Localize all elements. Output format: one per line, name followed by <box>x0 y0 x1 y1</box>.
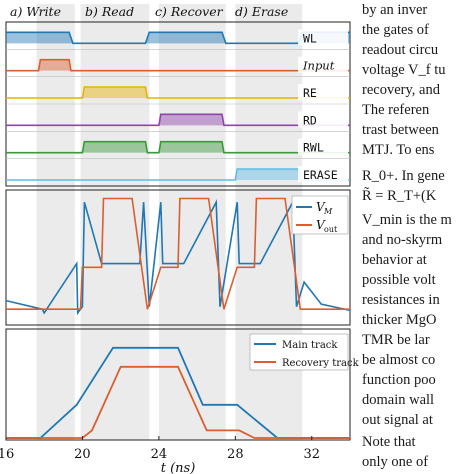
phase-label-4: d) Erase <box>235 4 288 19</box>
paper-text-line: behavior at <box>362 252 427 268</box>
signal-fill-rwl <box>6 141 350 153</box>
x-tick-label: 24 <box>151 447 168 462</box>
paper-text-line: voltage V_f tu <box>362 62 446 78</box>
paper-text-line: recovery, and <box>362 82 440 98</box>
paper-text-line: the gates of <box>362 22 429 38</box>
signal-line-re <box>6 86 350 99</box>
signal-label-input: Input <box>302 59 335 73</box>
signal-label-bg <box>298 56 348 73</box>
x-tick-label: 16 <box>0 447 14 462</box>
series-line-recovery-track <box>6 365 350 439</box>
signal-fill-erase <box>6 169 350 180</box>
paper-text-line: be almost co <box>362 352 436 368</box>
legend-voltage <box>291 195 349 235</box>
legend-label-vout-sub: out <box>324 225 338 234</box>
paper-text-line: possible volt <box>362 272 436 288</box>
signal-label-bg <box>298 166 348 182</box>
signal-fill-rd <box>6 114 350 126</box>
paper-text-line: resistances in <box>362 292 440 308</box>
legend-track <box>249 333 349 371</box>
paper-text-line: readout circu <box>362 42 439 58</box>
signal-line-rd <box>6 113 350 127</box>
phase-label-3: c) Recover <box>155 4 224 19</box>
signal-fill-wl <box>6 32 350 44</box>
paper-text-line: R_0+. In gene <box>362 168 445 184</box>
signal-line-input <box>6 58 350 72</box>
paper-text-line: function poo <box>362 372 436 388</box>
paper-text-line: domain wall <box>362 392 435 408</box>
paper-text-line: MTJ. To ens <box>362 142 435 158</box>
panel-track-frame <box>5 328 351 441</box>
series-line-vout <box>6 197 350 310</box>
x-tick-label: 32 <box>304 447 321 462</box>
paper-text-line: TMR be lar <box>362 332 430 348</box>
signal-label-rwl: RWL <box>303 141 324 155</box>
legend-label-vm-sub: M <box>323 207 333 216</box>
signal-label-bg <box>298 111 348 128</box>
signal-label-re: RE <box>303 86 317 100</box>
legend-label-recovery: Recovery track <box>282 358 360 369</box>
paper-text-line: and no-skyrm <box>362 232 443 248</box>
legend-label-vm: V <box>316 200 326 214</box>
paper-text-line: Note that <box>362 434 416 450</box>
signal-fill-re <box>6 87 350 98</box>
paper-text-line: by an inver <box>362 2 428 18</box>
paper-text-column: by an inver the gates of readout circu volt… <box>358 0 474 474</box>
x-tick-label: 28 <box>227 447 244 462</box>
paper-text-line: The referen <box>362 102 430 118</box>
panel-voltage-frame <box>5 189 351 326</box>
series-line-vm <box>5 199 351 316</box>
legend-label-main: Main track <box>282 340 338 351</box>
signal-label-bg <box>298 138 348 155</box>
phase-label-2: b) Read <box>85 4 134 19</box>
phase-label-1: a) Write <box>10 4 61 19</box>
paper-text-line: V_min is the m <box>362 212 452 228</box>
signal-label-rd: RD <box>303 113 317 127</box>
paper-text-line: thicker MgO <box>362 312 437 328</box>
paper-text-line: trast between <box>362 122 439 138</box>
paper-text-line: only one of <box>362 454 429 470</box>
signal-line-rwl <box>6 140 350 154</box>
series-line-main-track <box>6 346 350 439</box>
signal-label-wl: WL <box>303 31 317 45</box>
phase-band-2 <box>80 4 150 440</box>
signal-label-erase: ERASE <box>303 168 338 182</box>
signal-label-bg <box>298 29 348 46</box>
x-tick-label: 20 <box>74 447 91 462</box>
paper-text-line: out signal at <box>362 412 433 428</box>
signal-label-bg <box>298 84 348 100</box>
phase-band-3 <box>158 4 226 440</box>
legend-label-vout: V <box>316 218 326 232</box>
paper-text-line: R̃ = R_T+(K <box>362 188 437 204</box>
x-axis-label: t (ns) <box>161 461 196 474</box>
